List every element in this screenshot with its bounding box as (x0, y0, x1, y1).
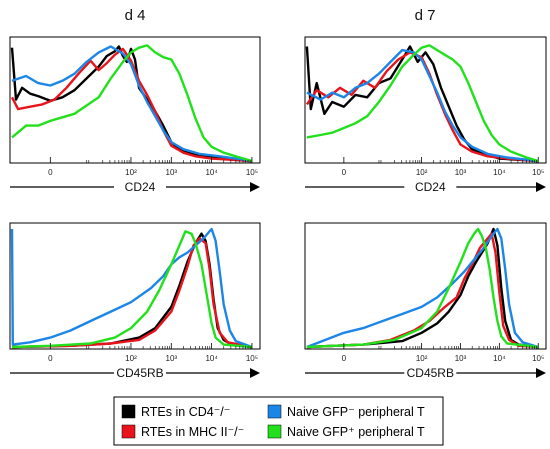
x-axis-arrowhead (250, 182, 260, 192)
plot-frame (304, 222, 547, 350)
x-axis-arrowhead (536, 368, 546, 378)
x-axis-label: CD24 (415, 180, 446, 194)
series-line-mhc2ko (10, 47, 252, 163)
tick-label: 0 (48, 354, 53, 363)
series-line-naive-gfp-pos (11, 230, 253, 349)
x-axis-label: CD24 (125, 180, 156, 194)
series-line-naive-gfp-pos (306, 227, 539, 349)
legend-label-naive-gfp-pos: Naive GFP⁺ peripheral T (287, 425, 425, 439)
x-axis-arrowhead (250, 368, 260, 378)
series-line-naive-gfp-pos (306, 44, 539, 163)
tick-label: 10² (125, 168, 137, 177)
tick-label: 10⁵ (246, 168, 258, 177)
tick-label: 10⁵ (246, 354, 258, 363)
x-axis-label: CD45RB (407, 366, 454, 380)
tick-label: 10² (125, 354, 137, 363)
histogram-panel-3: 0 10² 10³ 10⁴ 10⁵ CD45RB (9, 222, 261, 381)
x-ticks: 0 10² 10³ 10⁴ 10⁵ (48, 157, 258, 177)
tick-label: 10² (416, 168, 428, 177)
series-line-naive-gfp-neg (306, 48, 539, 163)
legend-label-mhc2ko: RTEs in MHC II⁻/⁻ (141, 425, 244, 439)
legend-label-naive-gfp-neg: Naive GFP⁻ peripheral T (287, 405, 425, 419)
tick-label: 10⁵ (532, 168, 544, 177)
legend-swatch-naive-gfp-pos (267, 424, 282, 439)
column-title: d 7 (415, 7, 436, 24)
tick-label: 10⁴ (493, 168, 506, 177)
tick-label: 10³ (166, 354, 178, 363)
legend-swatch-cd4ko (121, 404, 136, 419)
legend-label-cd4ko: RTEs in CD4⁻/⁻ (141, 405, 230, 419)
tick-label: 0 (342, 354, 347, 363)
tick-label: 0 (48, 168, 53, 177)
histogram-panels: d 4 0 10² 10³ 10⁴ 10⁵ CD24 d 7 0 10² 10³ 10⁴ 10⁵ CD24… (9, 7, 547, 381)
tick-label: 10³ (455, 168, 467, 177)
x-ticks: 0 10² 10³ 10⁴ 10⁵ (342, 343, 544, 363)
legend-swatch-mhc2ko (121, 424, 136, 439)
tick-label: 10⁴ (205, 354, 218, 363)
x-ticks: 0 10² 10³ 10⁴ 10⁵ (48, 343, 258, 363)
histogram-panel-1: d 4 0 10² 10³ 10⁴ 10⁵ CD24 (9, 7, 261, 195)
x-axis-arrowhead (536, 182, 546, 192)
x-ticks: 0 10² 10³ 10⁴ 10⁵ (342, 157, 544, 177)
column-title: d 4 (125, 7, 146, 24)
tick-label: 0 (342, 168, 347, 177)
histogram-panel-2: d 7 0 10² 10³ 10⁴ 10⁵ CD24 (304, 7, 547, 195)
histogram-panel-4: 0 10² 10³ 10⁴ 10⁵ CD45RB (304, 222, 547, 381)
legend-swatch-naive-gfp-neg (267, 404, 282, 419)
tick-label: 10² (416, 354, 428, 363)
plot-frame (304, 36, 547, 164)
series-line-naive-gfp-neg (10, 227, 253, 349)
series-line-cd4ko (306, 227, 539, 349)
tick-label: 10⁴ (493, 354, 506, 363)
series-line-naive-gfp-neg (306, 227, 539, 349)
x-axis-label-bg (404, 179, 457, 195)
tick-label: 10³ (455, 354, 467, 363)
x-axis-label-bg (404, 365, 457, 381)
x-axis-label: CD45RB (116, 366, 163, 380)
tick-label: 10⁵ (532, 354, 544, 363)
tick-label: 10³ (166, 168, 178, 177)
legend: RTEs in CD4⁻/⁻ Naive GFP⁻ peripheral T R… (113, 396, 444, 446)
x-axis-label-bg (114, 365, 166, 381)
series-line-naive-gfp-pos (11, 44, 253, 163)
series-line-mhc2ko (11, 237, 253, 349)
x-axis-label-bg (114, 179, 166, 195)
series-line-naive-gfp-neg (11, 45, 253, 163)
tick-label: 10⁴ (205, 168, 218, 177)
